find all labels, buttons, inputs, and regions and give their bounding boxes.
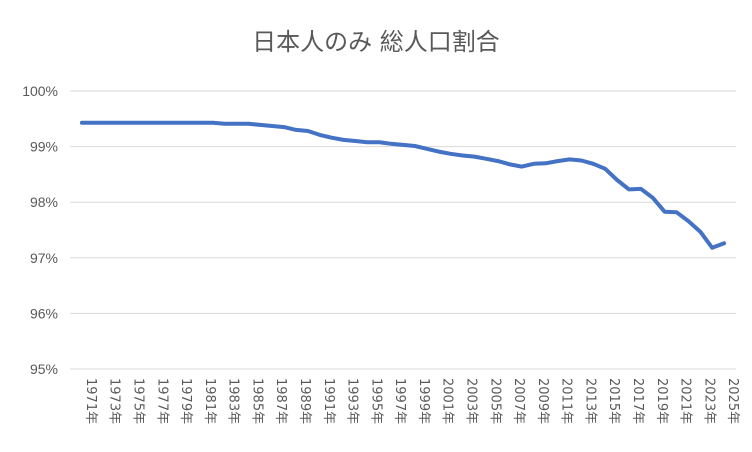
chart-title: 日本人のみ 総人口割合 (252, 28, 500, 56)
x-tick-label: 1985年 (249, 378, 264, 424)
data-series-line (79, 120, 727, 250)
x-tick-label: 2025年 (725, 378, 740, 424)
x-tick-label: 2017年 (630, 378, 645, 424)
x-tick-label: 1977年 (154, 378, 169, 424)
x-tick-label: 2005年 (487, 378, 502, 424)
x-tick-label: 1973年 (107, 378, 122, 424)
y-tick-label: 98% (30, 194, 58, 210)
x-tick-label: 1983年 (226, 378, 241, 424)
x-tick-label: 1987年 (273, 378, 288, 424)
y-tick-label: 99% (30, 139, 58, 155)
y-tick-label: 96% (30, 305, 58, 321)
x-tick-label: 2007年 (511, 378, 526, 424)
x-tick-label: 1975年 (130, 378, 145, 424)
x-tick-label: 2001年 (440, 378, 455, 424)
x-tick-label: 2015年 (606, 378, 621, 424)
gridlines (70, 90, 736, 370)
x-tick-label: 1993年 (345, 378, 360, 424)
x-tick-label: 1995年 (368, 378, 383, 424)
x-tick-label: 2003年 (463, 378, 478, 424)
x-tick-label: 1991年 (321, 378, 336, 424)
x-axis-tick-labels: 1971年 1973年 1975年 1977年 1979年 1981年 1983年 1985年… (83, 378, 740, 424)
x-tick-label: 1997年 (392, 378, 407, 424)
x-tick-label: 2019年 (654, 378, 669, 424)
y-axis-tick-labels: 95% 96% 97% 98% 99% 100% (22, 83, 58, 377)
x-tick-label: 2021年 (678, 378, 693, 424)
x-tick-label: 1981年 (202, 378, 217, 424)
x-tick-label: 2023年 (701, 378, 716, 424)
y-tick-label: 97% (30, 250, 58, 266)
x-tick-label: 1989年 (297, 378, 312, 424)
series-layer (79, 120, 727, 250)
x-tick-label: 2009年 (535, 378, 550, 424)
x-tick-label: 1979年 (178, 378, 193, 424)
y-tick-label: 95% (30, 361, 58, 377)
x-tick-label: 2013年 (582, 378, 597, 424)
x-tick-label: 1971年 (83, 378, 98, 424)
x-tick-label: 1999年 (416, 378, 431, 424)
y-tick-label: 100% (22, 83, 58, 99)
x-tick-label: 2011年 (559, 378, 574, 424)
